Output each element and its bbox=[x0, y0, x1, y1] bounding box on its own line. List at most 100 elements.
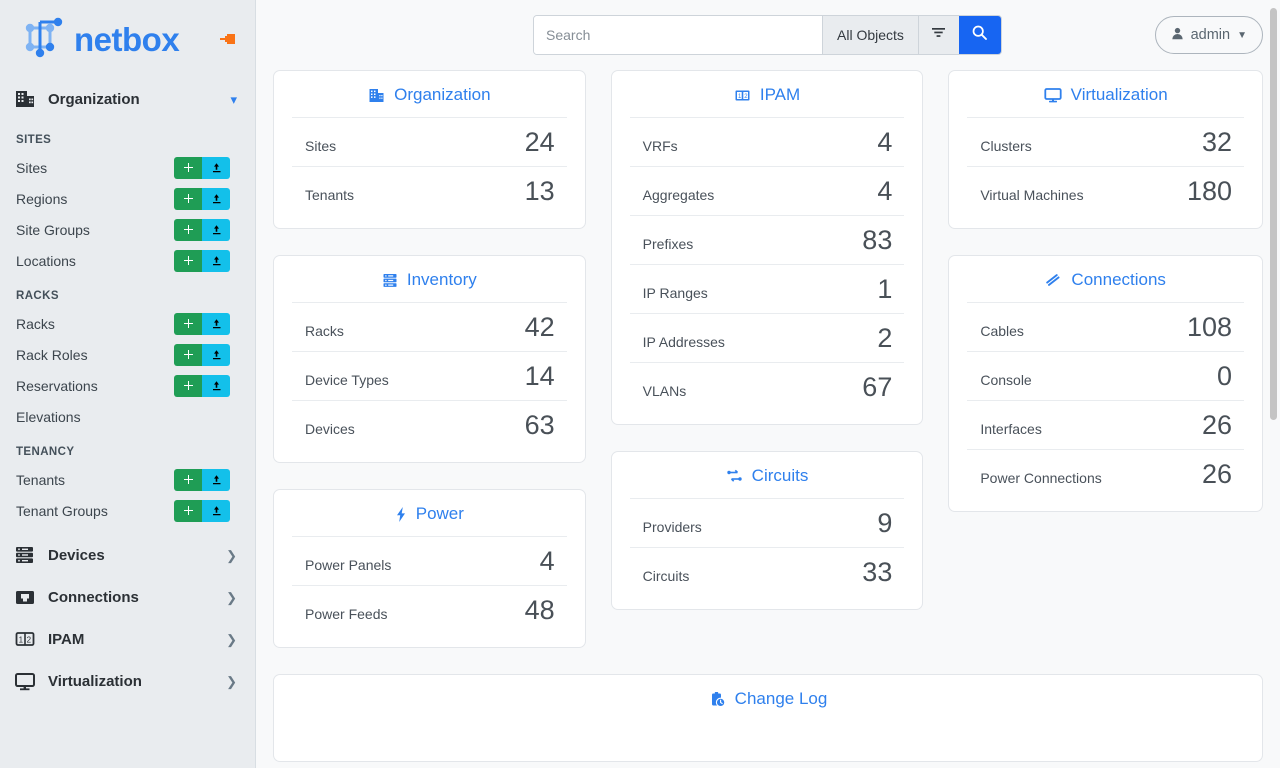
add-regions-button[interactable] bbox=[174, 187, 202, 210]
stat-row[interactable]: Racks 42 bbox=[292, 302, 567, 351]
sidebar-group-connections[interactable]: Connections ❯ bbox=[0, 576, 255, 618]
stat-row[interactable]: Prefixes 83 bbox=[629, 215, 905, 264]
sidebar-actions bbox=[174, 218, 230, 241]
add-racks-button[interactable] bbox=[174, 312, 202, 335]
stat-label: Interfaces bbox=[980, 421, 1042, 437]
stat-row[interactable]: IP Ranges 1 bbox=[629, 264, 905, 313]
sidebar-group-devices[interactable]: Devices ❯ bbox=[0, 534, 255, 576]
import-tenants-button[interactable] bbox=[202, 468, 230, 491]
sidebar-link-label[interactable]: Reservations bbox=[16, 377, 98, 394]
stat-row[interactable]: Power Feeds 48 bbox=[292, 585, 567, 634]
sidebar-section-tenancy: TENANCY bbox=[16, 446, 75, 458]
sidebar-actions bbox=[174, 343, 230, 366]
sidebar-link-label[interactable]: Sites bbox=[16, 159, 48, 176]
stat-row[interactable]: IP Addresses 2 bbox=[629, 313, 905, 362]
stat-row[interactable]: VRFs 4 bbox=[629, 117, 905, 166]
sidebar-item-regions[interactable]: Regions bbox=[0, 183, 255, 214]
stat-row[interactable]: Clusters 32 bbox=[967, 117, 1245, 166]
sidebar-link-label[interactable]: Locations bbox=[16, 252, 76, 269]
add-reservations-button[interactable] bbox=[174, 374, 202, 397]
chevron-right-icon: ❯ bbox=[226, 547, 237, 563]
import-rack-roles-button[interactable] bbox=[202, 343, 230, 366]
stat-row[interactable]: Device Types 14 bbox=[292, 351, 567, 400]
card-title-power[interactable]: Power bbox=[292, 504, 567, 536]
stat-row[interactable]: Circuits 33 bbox=[629, 547, 905, 596]
stat-row[interactable]: Providers 9 bbox=[629, 498, 905, 547]
sidebar-link-label[interactable]: Elevations bbox=[16, 408, 81, 425]
sidebar-item-elevations[interactable]: Elevations bbox=[0, 401, 255, 432]
stat-row[interactable]: Aggregates 4 bbox=[629, 166, 905, 215]
card-title-label: Organization bbox=[394, 85, 491, 104]
sidebar-item-sites[interactable]: Sites bbox=[0, 152, 255, 183]
sidebar-link-label[interactable]: Racks bbox=[16, 315, 55, 332]
add-locations-button[interactable] bbox=[174, 249, 202, 272]
card-inventory: Inventory Racks 42 Device Types 14 Devic… bbox=[273, 255, 586, 463]
card-title-circuits[interactable]: Circuits bbox=[630, 466, 905, 498]
sidebar-link-label[interactable]: Tenant Groups bbox=[16, 502, 108, 519]
stat-row[interactable]: Devices 63 bbox=[292, 400, 567, 449]
filter-button[interactable] bbox=[917, 16, 959, 54]
sidebar-item-tenant-groups[interactable]: Tenant Groups bbox=[0, 495, 255, 526]
add-site-groups-button[interactable] bbox=[174, 218, 202, 241]
sidebar-group-ipam[interactable]: 1 2 IPAM ❯ bbox=[0, 618, 255, 660]
import-regions-button[interactable] bbox=[202, 187, 230, 210]
sidebar-group-organization[interactable]: Organization ▾ bbox=[0, 78, 255, 120]
object-scope-dropdown[interactable]: All Objects bbox=[822, 16, 918, 54]
stat-row[interactable]: Power Connections 26 bbox=[967, 449, 1245, 498]
sidebar-item-tenants[interactable]: Tenants bbox=[0, 464, 255, 495]
import-locations-button[interactable] bbox=[202, 249, 230, 272]
add-rack-roles-button[interactable] bbox=[174, 343, 202, 366]
stat-row[interactable]: Power Panels 4 bbox=[292, 536, 567, 585]
add-tenant-groups-button[interactable] bbox=[174, 499, 202, 522]
netbox-logo-icon[interactable] bbox=[18, 13, 70, 66]
sidebar-link-label[interactable]: Tenants bbox=[16, 471, 66, 488]
sidebar-item-rack-roles[interactable]: Rack Roles bbox=[0, 339, 255, 370]
import-sites-button[interactable] bbox=[202, 156, 230, 179]
brand-wordmark: netbox bbox=[74, 20, 180, 58]
stat-label: Cables bbox=[980, 323, 1024, 339]
brand-row: netbox bbox=[0, 0, 255, 78]
stat-value: 48 bbox=[524, 595, 555, 625]
card-title-organization[interactable]: Organization bbox=[292, 85, 567, 117]
card-title-connections[interactable]: Connections bbox=[967, 270, 1244, 302]
organization-building-icon bbox=[14, 88, 36, 110]
stat-row[interactable]: Console 0 bbox=[967, 351, 1245, 400]
scrollbar-track[interactable] bbox=[1267, 0, 1280, 768]
sidebar-item-locations[interactable]: Locations bbox=[0, 245, 255, 276]
stat-label: Devices bbox=[305, 421, 355, 437]
sidebar-link-label[interactable]: Site Groups bbox=[16, 221, 90, 238]
import-reservations-button[interactable] bbox=[202, 374, 230, 397]
stat-label: Circuits bbox=[642, 568, 690, 584]
user-menu-button[interactable]: admin ▼ bbox=[1154, 16, 1263, 54]
search-button[interactable] bbox=[958, 16, 1001, 54]
search-input[interactable] bbox=[534, 16, 822, 54]
svg-text:1: 1 bbox=[19, 635, 24, 644]
stat-value: 0 bbox=[1216, 361, 1233, 391]
sidebar-group-label: Connections bbox=[48, 588, 139, 606]
card-title-ipam[interactable]: 1 2 IPAM bbox=[630, 85, 905, 117]
stat-row[interactable]: Interfaces 26 bbox=[967, 400, 1245, 449]
import-site-groups-button[interactable] bbox=[202, 218, 230, 241]
stat-row[interactable]: Cables 108 bbox=[967, 302, 1245, 351]
filter-icon bbox=[930, 24, 947, 46]
card-title-changelog[interactable]: Change Log bbox=[292, 689, 1244, 721]
scrollbar-thumb[interactable] bbox=[1270, 8, 1277, 420]
import-racks-button[interactable] bbox=[202, 312, 230, 335]
stat-row[interactable]: Virtual Machines 180 bbox=[967, 166, 1245, 215]
card-title-inventory[interactable]: Inventory bbox=[292, 270, 567, 302]
sidebar-item-site-groups[interactable]: Site Groups bbox=[0, 214, 255, 245]
add-sites-button[interactable] bbox=[174, 156, 202, 179]
ipam-numbers-icon: 1 2 bbox=[734, 87, 751, 104]
sidebar-group-virtualization[interactable]: Virtualization ❯ bbox=[0, 660, 255, 702]
card-title-virtualization[interactable]: Virtualization bbox=[967, 85, 1244, 117]
stat-row[interactable]: Tenants 13 bbox=[292, 166, 567, 215]
add-tenants-button[interactable] bbox=[174, 468, 202, 491]
pin-icon[interactable] bbox=[219, 29, 239, 49]
stat-row[interactable]: Sites 24 bbox=[292, 117, 567, 166]
sidebar-link-label[interactable]: Rack Roles bbox=[16, 346, 88, 363]
sidebar-item-reservations[interactable]: Reservations bbox=[0, 370, 255, 401]
sidebar-link-label[interactable]: Regions bbox=[16, 190, 68, 207]
stat-row[interactable]: VLANs 67 bbox=[629, 362, 905, 411]
sidebar-item-racks[interactable]: Racks bbox=[0, 308, 255, 339]
import-tenant-groups-button[interactable] bbox=[202, 499, 230, 522]
